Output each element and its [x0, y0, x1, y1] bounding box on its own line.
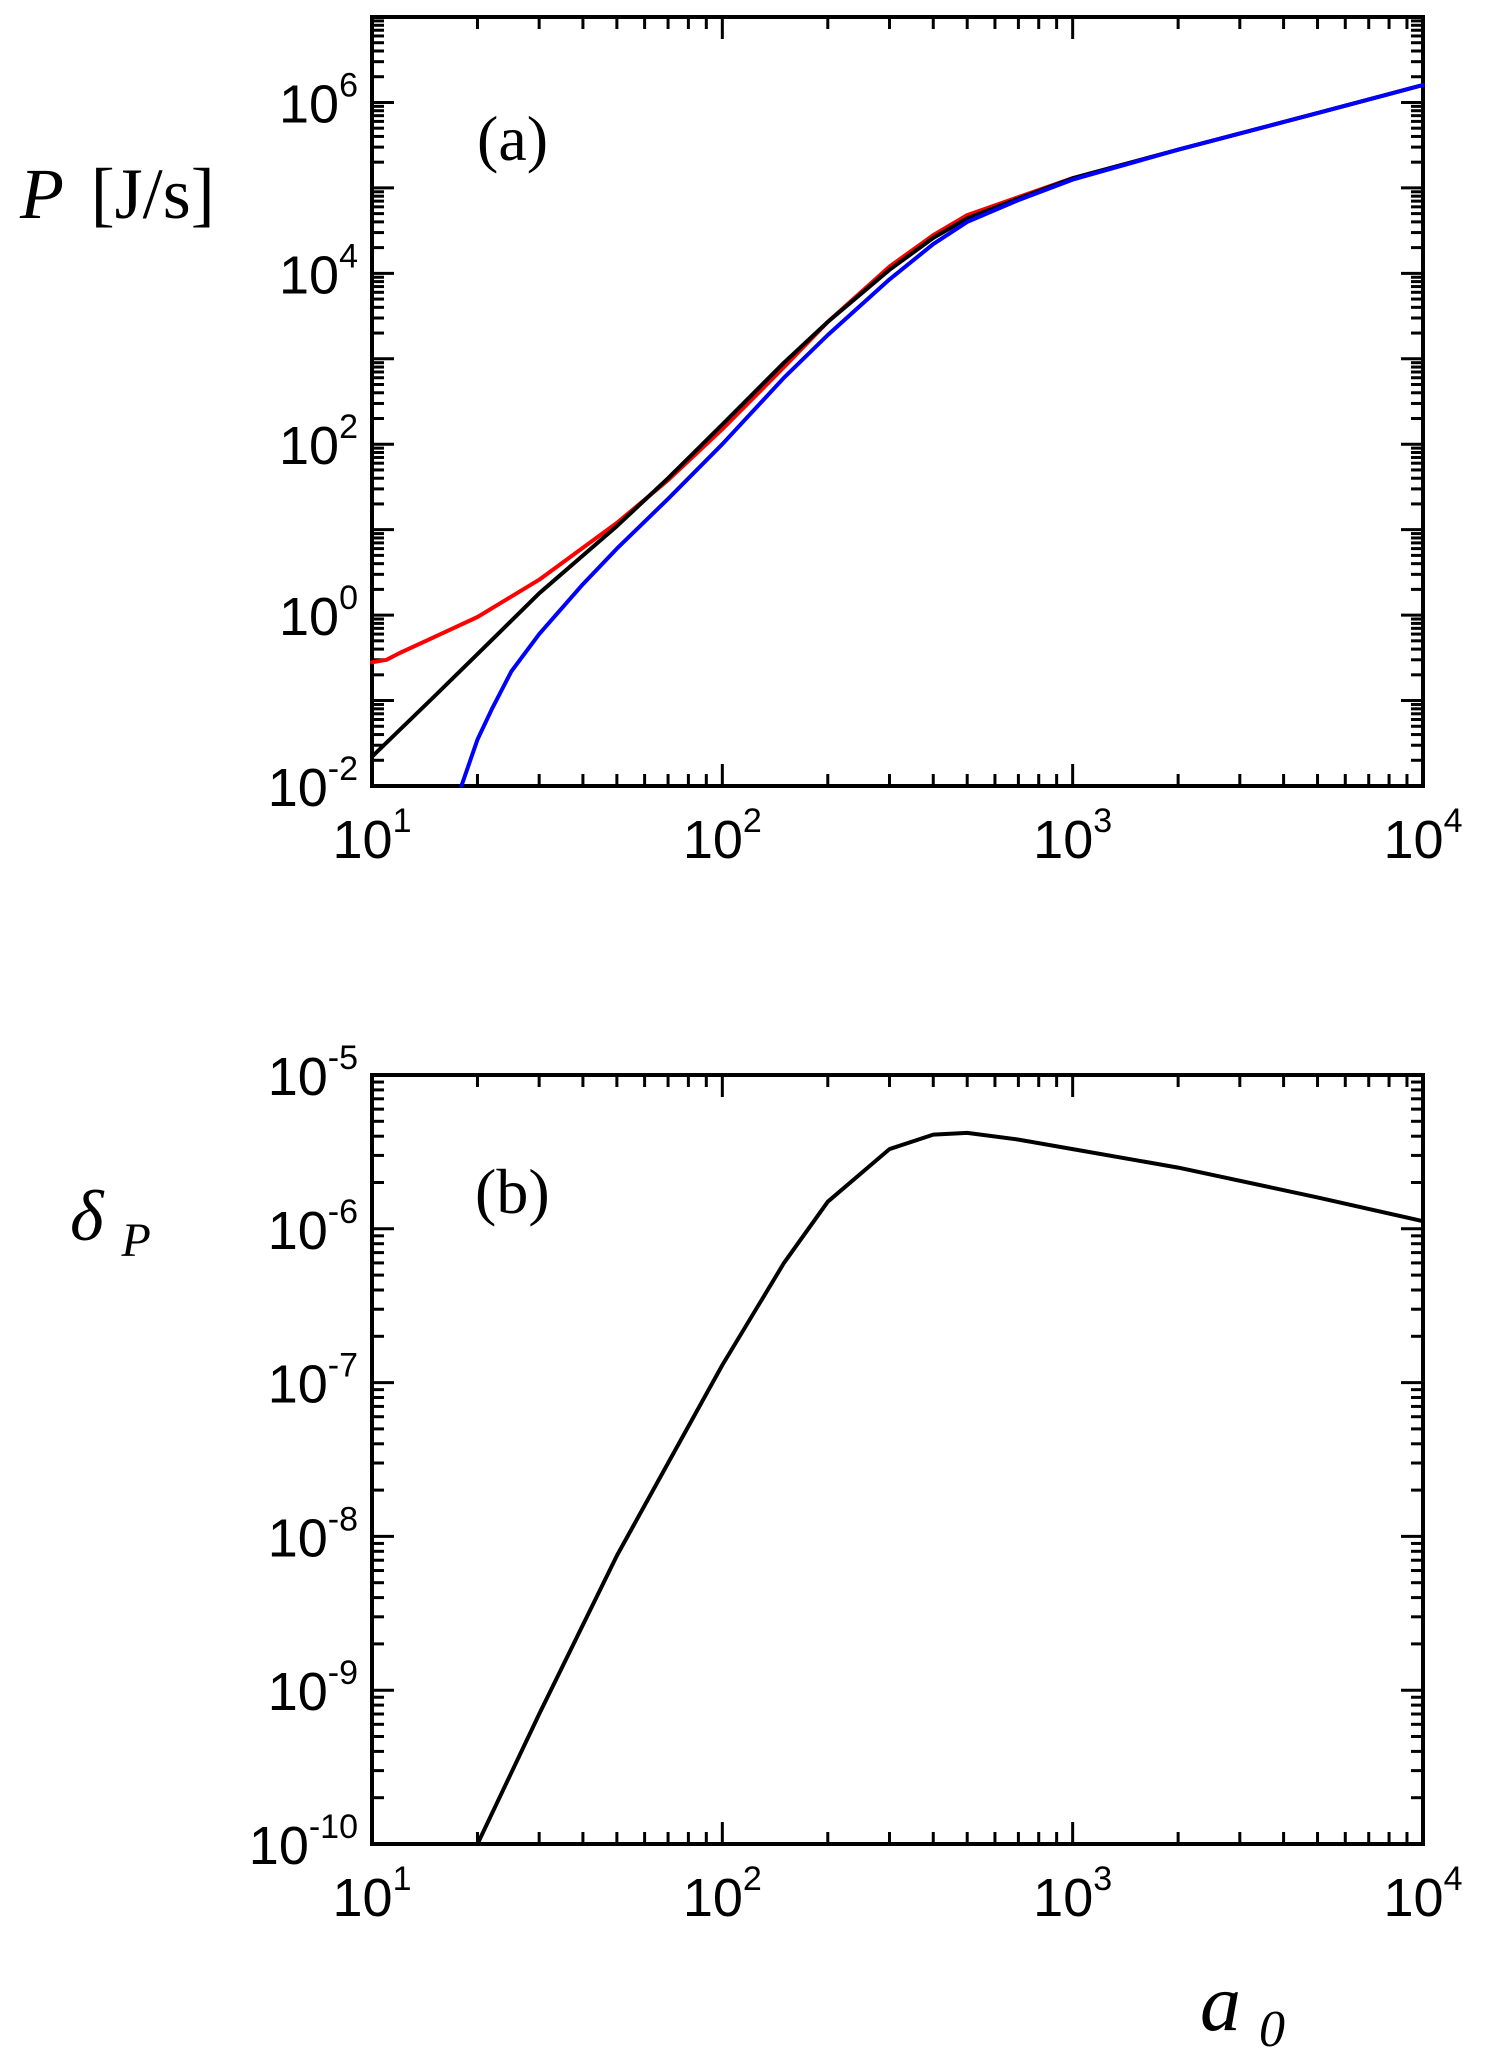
- panel-b-chart: 101 102 103 104 10-10 10-9 10-8 10-7 10-6 10-5 (b…: [70, 1039, 1463, 2058]
- panel-b-y-axis-symbol: δ: [70, 1176, 105, 1256]
- panel-a-y-axis-unit: [J/s]: [91, 154, 215, 234]
- x-tick-label: 104: [1384, 1860, 1463, 1928]
- x-tick-label: 101: [333, 802, 412, 870]
- x-tick-label: 103: [1033, 802, 1112, 870]
- panel-b-x-axis-subscript: 0: [1259, 2001, 1285, 2058]
- panel-b-x-axis-label: a 0: [1200, 1957, 1285, 2058]
- x-tick-label: 104: [1384, 802, 1463, 870]
- panel-b-y-axis-subscript: P: [120, 1214, 150, 1267]
- panel-b-series: [475, 1130, 1425, 1846]
- y-tick-label: 10-10: [249, 1808, 358, 1876]
- y-tick-label: 10-6: [268, 1193, 358, 1261]
- panel-b-label: (b): [475, 1156, 550, 1227]
- panel-a-ticks: 101 102 103 104 10-2 100 102 104 106: [268, 17, 1463, 870]
- panel-a-chart: 101 102 103 104 10-2 100 102 104 106 (a) P [J/s]: [19, 15, 1463, 870]
- y-tick-label: 10-2: [268, 750, 358, 818]
- series-line-2: [459, 83, 1425, 788]
- panel-a-y-axis-label: P [J/s]: [19, 154, 215, 234]
- y-tick-label: 10-7: [268, 1347, 358, 1415]
- y-tick-label: 100: [279, 579, 358, 647]
- x-tick-label: 103: [1033, 1860, 1112, 1928]
- series-line-1: [370, 83, 1425, 759]
- x-tick-label: 102: [683, 802, 762, 870]
- panel-b-plot-frame: [370, 1073, 1425, 1846]
- x-tick-label: 102: [683, 1860, 762, 1928]
- y-tick-label: 104: [279, 237, 358, 305]
- y-tick-label: 10-8: [268, 1500, 358, 1568]
- x-tick-label: 101: [333, 1860, 412, 1928]
- panel-a-y-axis-symbol: P: [19, 154, 63, 234]
- y-tick-label: 10-5: [268, 1039, 358, 1107]
- series-line-0: [475, 1130, 1425, 1846]
- panel-a-series: [370, 83, 1425, 788]
- panel-b-y-axis-label: δ P: [70, 1176, 151, 1267]
- y-tick-label: 10-9: [268, 1654, 358, 1722]
- y-tick-label: 102: [279, 408, 358, 476]
- panel-a-label: (a): [477, 103, 548, 174]
- panel-b-ticks: 101 102 103 104 10-10 10-9 10-8 10-7 10-6 10-5: [249, 1039, 1463, 1928]
- panel-b-x-axis-symbol: a: [1200, 1957, 1241, 2048]
- y-tick-label: 106: [279, 66, 358, 134]
- panel-a-plot-frame: [370, 15, 1425, 788]
